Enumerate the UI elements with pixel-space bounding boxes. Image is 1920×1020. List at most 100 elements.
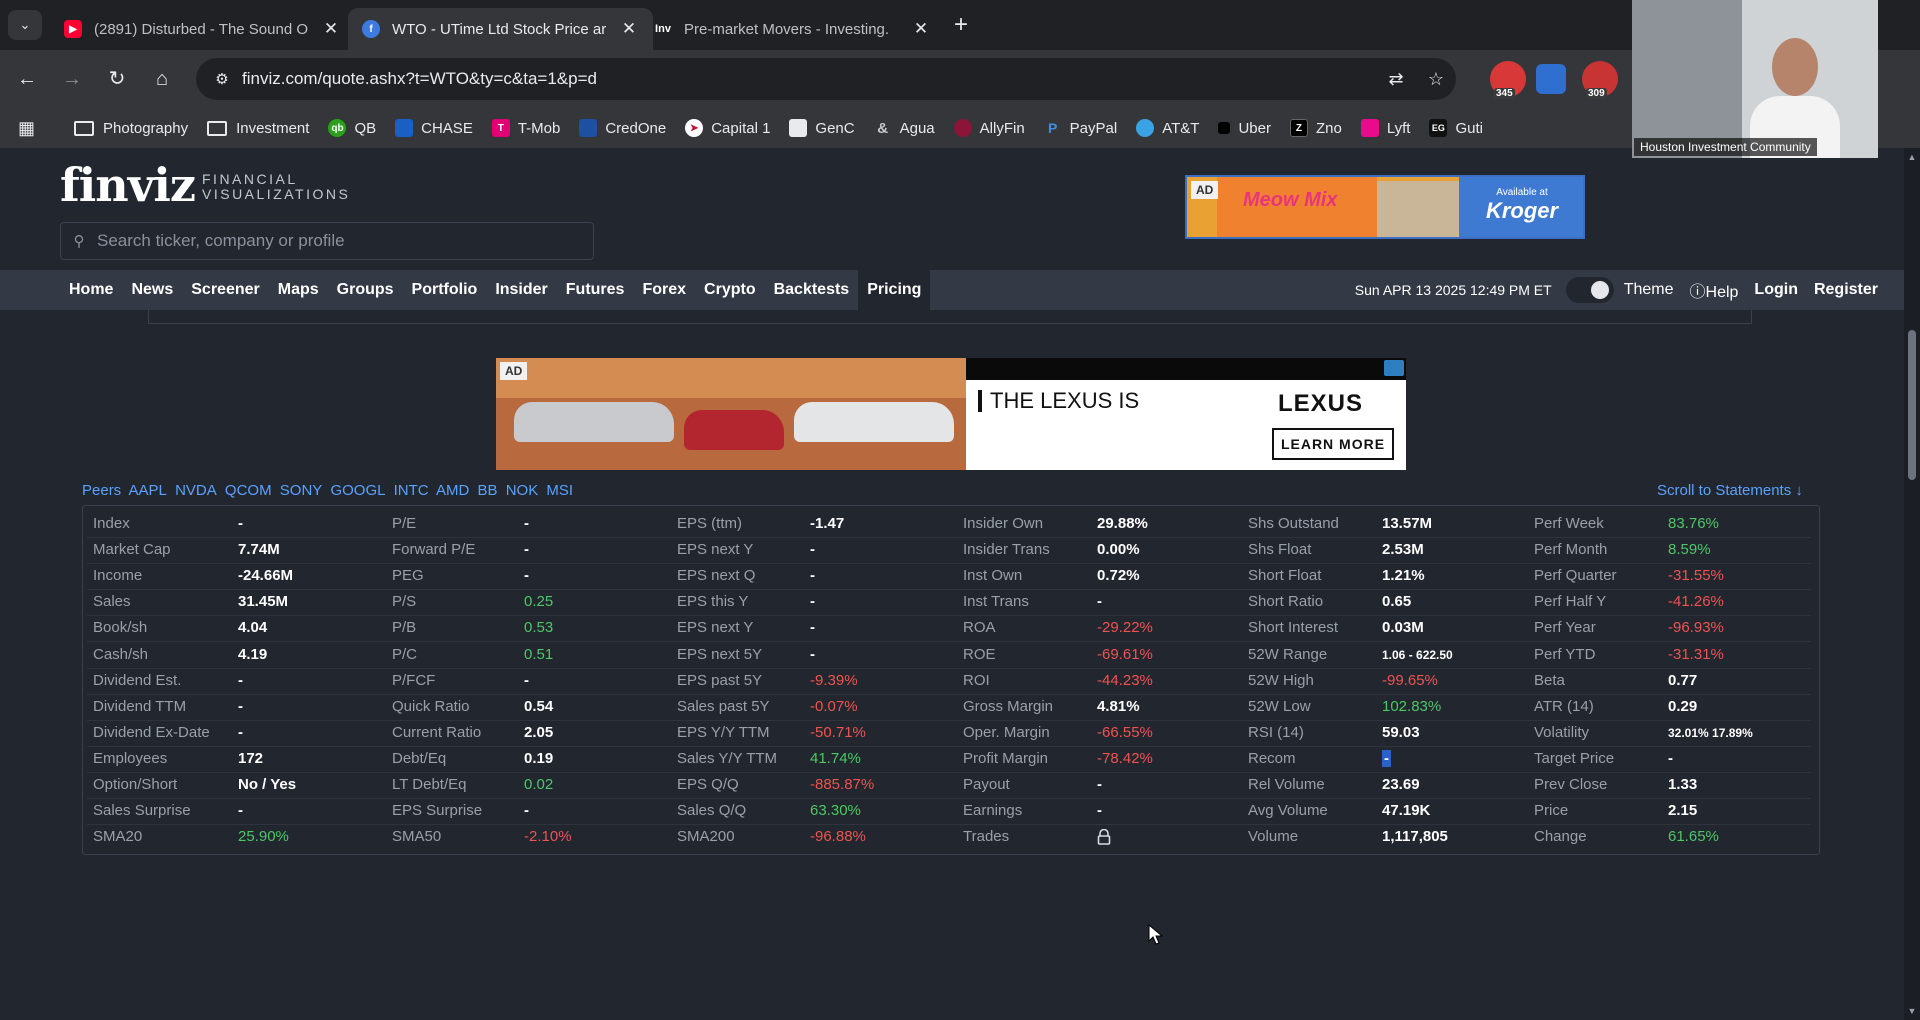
nav-crypto[interactable]: Crypto [704,281,756,298]
metric-label[interactable]: Price [1534,802,1569,820]
bookmark[interactable]: Z Zno [1289,119,1342,137]
metric-label[interactable]: Sales Q/Q [677,802,747,820]
theme-label[interactable]: Theme [1623,281,1674,298]
url-text[interactable]: finviz.com/quote.ashx?t=WTO&ty=c&ta=1&p=… [242,69,597,88]
metric-label[interactable]: Inst Trans [963,593,1029,611]
nav-forex[interactable]: Forex [642,281,687,298]
metric-label[interactable]: EPS Y/Y TTM [677,723,770,741]
bookmark[interactable]: ➤ Capital 1 [685,119,770,137]
peers-label[interactable]: Peers [82,482,122,499]
forward-icon[interactable]: → [62,68,82,90]
metric-label[interactable]: Oper. Margin [963,723,1050,741]
metric-label[interactable]: RSI (14) [1248,723,1304,741]
nav-backtests[interactable]: Backtests [773,281,850,298]
new-tab-button[interactable]: + [953,11,968,38]
bookmark[interactable]: GenC [789,119,855,137]
metric-label[interactable]: Employees [93,749,168,767]
metric-label[interactable]: Gross Margin [963,697,1054,715]
scroll-thumb[interactable] [1908,330,1916,480]
peer-ticker[interactable]: GOOGL [330,482,386,499]
tab-finviz[interactable]: f WTO - UTime Ltd Stock Price ar ✕ [348,8,653,50]
back-icon[interactable]: ← [17,68,37,90]
lock-icon[interactable] [1097,829,1111,845]
metric-label[interactable]: 52W Range [1248,645,1328,663]
metric-label[interactable]: Beta [1534,671,1565,689]
peer-ticker[interactable]: QCOM [224,482,272,499]
metric-label[interactable]: Quick Ratio [392,697,470,715]
metric-label[interactable]: Change [1534,828,1587,846]
close-icon[interactable]: ✕ [621,19,637,38]
metric-label[interactable]: Volume [1248,828,1299,846]
bookmark[interactable]: CredOne [579,119,666,137]
apps-grid-icon[interactable]: ▦ [18,117,36,138]
metric-label[interactable]: Earnings [963,802,1023,820]
nav-portfolio[interactable]: Portfolio [411,281,478,298]
metric-label[interactable]: EPS past 5Y [677,671,763,689]
bookmark[interactable]: qb QB [328,119,376,137]
metric-label[interactable]: Target Price [1534,749,1615,767]
bookmark[interactable]: CHASE [395,119,473,137]
metric-label[interactable]: Debt/Eq [392,749,447,767]
bookmark[interactable]: AllyFin [953,119,1025,137]
metric-label[interactable]: ATR (14) [1534,697,1594,715]
metric-label[interactable]: Perf YTD [1534,645,1596,663]
peer-ticker[interactable]: SONY [279,482,323,499]
metric-label[interactable]: P/B [392,619,417,637]
nav-home[interactable]: Home [69,281,114,298]
tab-investing[interactable]: Inv Pre-market Movers - Investing. ✕ [640,8,945,50]
register-link[interactable]: Register [1814,281,1878,299]
metric-label[interactable]: Market Cap [93,541,171,559]
metric-label[interactable]: P/C [392,645,418,663]
address-bar[interactable]: ⚙ finviz.com/quote.ashx?t=WTO&ty=c&ta=1&… [196,58,1456,100]
metric-label[interactable]: EPS Surprise [392,802,483,820]
metric-label[interactable]: Perf Month [1534,541,1608,559]
metric-label[interactable]: Perf Week [1534,515,1604,532]
metric-label[interactable]: EPS next Q [677,567,756,585]
metric-label[interactable]: ROA [963,619,996,637]
metric-label[interactable]: Perf Year [1534,619,1596,637]
tab-search-button[interactable]: ⌄ [8,10,42,40]
metric-label[interactable]: Volatility [1534,723,1590,741]
peer-ticker[interactable]: INTC [393,482,429,499]
scroll-down-icon[interactable]: ▼ [1907,1006,1917,1016]
metric-label[interactable]: Dividend Ex-Date [93,723,210,741]
extension-icon[interactable]: 309 [1582,61,1618,99]
metric-label[interactable]: Sales past 5Y [677,697,770,715]
peer-ticker[interactable]: AAPL [128,482,167,499]
home-icon[interactable]: ⌂ [155,68,169,90]
peer-ticker[interactable]: AMD [435,482,470,499]
peer-ticker[interactable]: NVDA [175,482,217,499]
site-info-icon[interactable]: ⚙ [215,71,229,88]
close-icon[interactable]: ✕ [913,19,929,38]
nav-news[interactable]: News [131,281,174,298]
bookmark[interactable]: EG Guti [1429,119,1483,137]
nav-futures[interactable]: Futures [565,281,625,298]
metric-label[interactable]: PEG [392,567,424,585]
extension-icon[interactable]: 345 [1490,61,1526,99]
metric-label[interactable]: Sales [93,593,131,611]
metric-label[interactable]: Recom [1248,749,1296,767]
bookmark[interactable]: P PayPal [1044,119,1117,137]
theme-toggle[interactable] [1565,277,1614,303]
metric-label[interactable]: ROE [963,645,996,663]
finviz-logo[interactable]: finviz [60,158,196,212]
metric-label[interactable]: Index [93,515,130,532]
metric-label[interactable]: Current Ratio [392,723,482,741]
metric-label[interactable]: Forward P/E [392,541,476,559]
peer-ticker[interactable]: NOK [505,482,539,499]
metric-label[interactable]: Dividend TTM [93,697,187,715]
banner-ad[interactable]: Meow Mix Available at Kroger AD [1185,175,1585,239]
metric-label[interactable]: P/E [392,515,417,532]
metric-label[interactable]: Shs Outstand [1248,515,1339,532]
metric-label[interactable]: P/S [392,593,417,611]
google-translate-icon[interactable] [1536,64,1566,94]
metric-label[interactable]: Perf Quarter [1534,567,1617,585]
scroll-up-icon[interactable]: ▲ [1907,152,1917,162]
tab-youtube[interactable]: ▶ (2891) Disturbed - The Sound O ✕ [50,8,355,50]
nav-screener[interactable]: Screener [191,281,260,298]
metric-label[interactable]: Rel Volume [1248,776,1325,793]
metric-label[interactable]: Payout [963,776,1010,793]
bookmark[interactable]: Lyft [1360,119,1410,137]
metric-label[interactable]: Profit Margin [963,749,1049,767]
adchoices-icon[interactable] [1384,360,1404,376]
